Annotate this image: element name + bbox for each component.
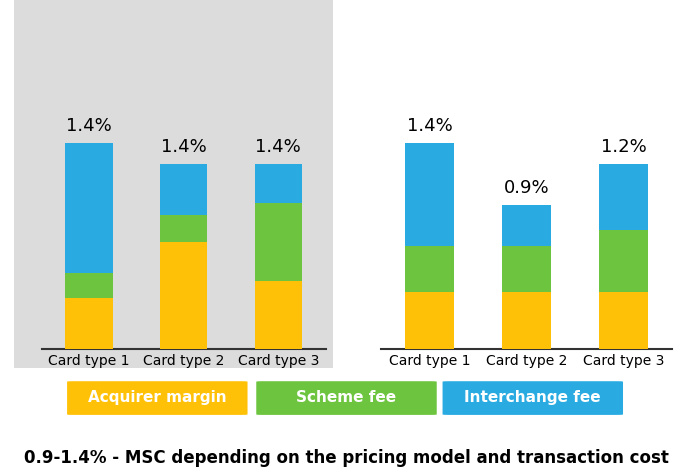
FancyBboxPatch shape: [443, 381, 623, 415]
Bar: [160, 215, 207, 242]
Text: 1.4%: 1.4%: [161, 138, 207, 156]
Bar: [65, 298, 112, 349]
Text: 1.4%: 1.4%: [66, 117, 112, 135]
Text: Scheme fee: Scheme fee: [297, 390, 396, 405]
Bar: [160, 164, 207, 215]
Bar: [502, 246, 551, 292]
Bar: [502, 205, 551, 246]
Bar: [255, 164, 302, 203]
Text: Interchange fee: Interchange fee: [464, 390, 601, 405]
Bar: [599, 164, 648, 230]
Bar: [65, 273, 112, 298]
Text: 0.9-1.4% - MSC depending on the pricing model and transaction cost: 0.9-1.4% - MSC depending on the pricing …: [24, 449, 669, 467]
Bar: [255, 281, 302, 349]
FancyBboxPatch shape: [67, 381, 247, 415]
Bar: [160, 242, 207, 349]
Bar: [599, 292, 648, 349]
Bar: [502, 292, 551, 349]
Bar: [405, 246, 454, 292]
FancyBboxPatch shape: [256, 381, 437, 415]
Bar: [255, 203, 302, 281]
Text: 1.2%: 1.2%: [601, 138, 647, 156]
Bar: [405, 143, 454, 246]
Bar: [599, 230, 648, 292]
Text: 0.9%: 0.9%: [504, 179, 550, 197]
Text: Acquirer margin: Acquirer margin: [88, 390, 227, 405]
Bar: [65, 143, 112, 273]
Text: 1.4%: 1.4%: [407, 117, 453, 135]
Bar: [405, 292, 454, 349]
Text: 1.4%: 1.4%: [256, 138, 301, 156]
